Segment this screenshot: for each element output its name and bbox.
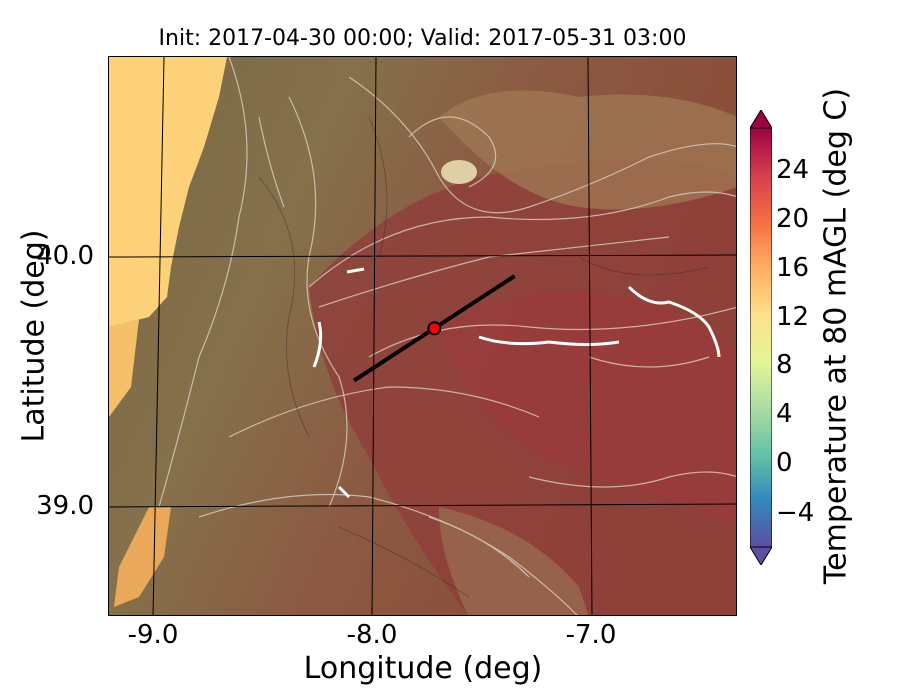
colorbar-tick: 16 bbox=[776, 253, 810, 283]
colorbar-tick: 4 bbox=[776, 399, 793, 429]
map-panel[interactable] bbox=[108, 56, 737, 616]
colorbar-tick: 0 bbox=[776, 448, 793, 478]
y-tick-label: 39.0 bbox=[36, 491, 94, 521]
graticule bbox=[109, 57, 736, 615]
coast-patch-south bbox=[114, 507, 171, 607]
colorbar-tick: 8 bbox=[776, 350, 793, 380]
summit-cool-spot bbox=[441, 160, 477, 184]
highland-zone-north bbox=[439, 90, 736, 210]
y-axis-label: Latitude (deg) bbox=[16, 229, 52, 443]
contour-lines bbox=[158, 57, 736, 615]
ocean-area-lower bbox=[109, 319, 139, 417]
x-tick-label: -8.0 bbox=[346, 620, 398, 650]
warmest-zone bbox=[439, 291, 736, 527]
colorbar-label: Temperature at 80 mAGL (deg C) bbox=[818, 87, 854, 585]
colorbar bbox=[750, 110, 772, 565]
x-tick-label: -7.0 bbox=[565, 620, 617, 650]
colorbar-tick: 24 bbox=[776, 155, 810, 185]
y-tick-label: 40.0 bbox=[36, 241, 94, 271]
x-axis-label: Longitude (deg) bbox=[303, 651, 543, 686]
colorbar-tick: 12 bbox=[776, 302, 810, 332]
colorbar-min-arrow bbox=[750, 546, 772, 565]
plot-title: Init: 2017-04-30 00:00; Valid: 2017-05-3… bbox=[158, 26, 687, 51]
site-marker[interactable] bbox=[427, 321, 442, 336]
ocean-area bbox=[109, 57, 227, 327]
colorbar-max-arrow bbox=[750, 110, 772, 129]
colorbar-tick: −4 bbox=[776, 498, 815, 528]
terrain-temperature-map bbox=[109, 57, 736, 615]
river-gaps bbox=[312, 267, 721, 499]
colorbar-tick: 20 bbox=[776, 204, 810, 234]
colorbar-gradient bbox=[750, 127, 772, 548]
x-tick-label: -9.0 bbox=[127, 620, 179, 650]
